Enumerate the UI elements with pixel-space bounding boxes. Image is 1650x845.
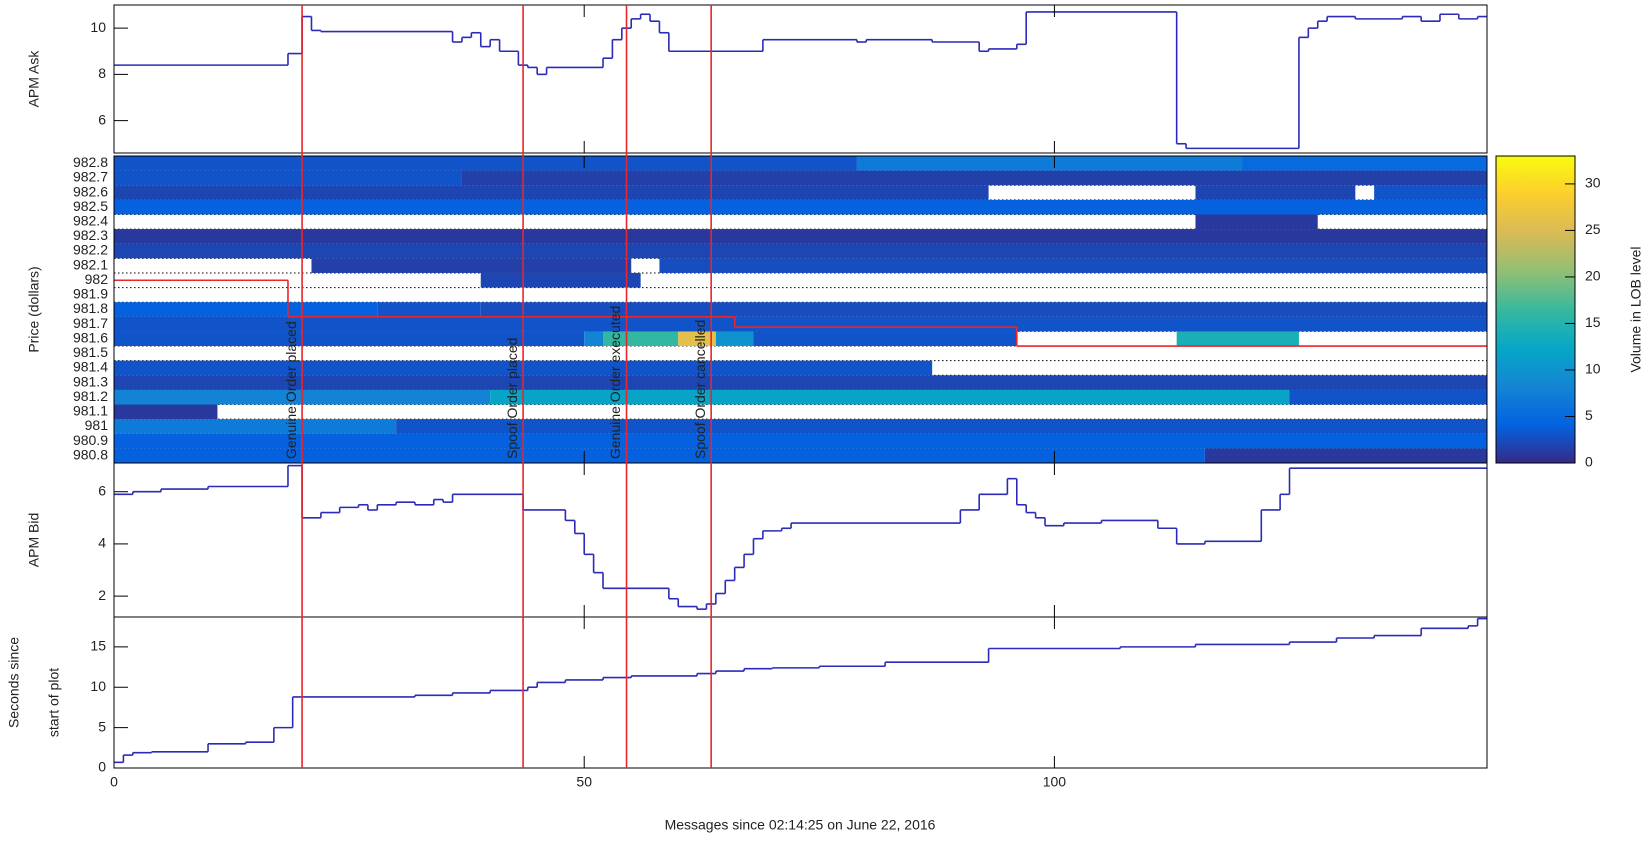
colorbar-tick-label: 15	[1585, 314, 1601, 330]
heat-cell	[659, 258, 1487, 273]
heat-cell	[715, 331, 754, 347]
heat-cell	[114, 170, 462, 186]
heat-cell	[753, 331, 1017, 347]
y-tick-label: 982.8	[73, 154, 108, 170]
y-tick-label: 981.4	[73, 359, 108, 375]
y-axis-title: APM Ask	[26, 50, 42, 108]
y-axis-title: APM Bid	[26, 513, 42, 567]
y-tick-label: 982.4	[73, 212, 108, 228]
y-tick-label: 981.6	[73, 329, 108, 345]
colorbar-tick-label: 10	[1585, 361, 1601, 377]
colorbar-tick-label: 0	[1585, 454, 1593, 470]
heat-cell	[1289, 389, 1487, 405]
colorbar-tick-label: 5	[1585, 407, 1593, 423]
heat-cell	[1242, 156, 1487, 171]
heat-cell	[114, 375, 1487, 390]
heat-cell	[856, 156, 1243, 171]
panel-frame	[113, 462, 1488, 618]
heat-cell	[114, 433, 1487, 449]
y-tick-label: 4	[98, 535, 106, 551]
heat-cell	[490, 389, 1290, 405]
event-label: Genuine Order placed	[283, 321, 299, 459]
colorbar	[1495, 155, 1576, 464]
heat-cell	[114, 302, 378, 317]
y-tick-label: 980.9	[73, 432, 108, 448]
y-tick-label: 981.8	[73, 300, 108, 316]
y-tick-label: 982.5	[73, 198, 108, 214]
event-label: Genuine Order executed	[607, 306, 623, 459]
heat-cell	[396, 419, 1487, 434]
y-tick-label: 5	[98, 718, 106, 734]
colorbar-tick-label: 20	[1585, 268, 1601, 284]
y-tick-label: 6	[98, 111, 106, 127]
x-tick-label: 0	[110, 774, 118, 790]
heat-cell	[1195, 185, 1356, 200]
y-axis-title: start of plot	[46, 668, 62, 737]
y-tick-label: 982.2	[73, 242, 108, 258]
y-tick-label: 981.5	[73, 344, 108, 360]
panel-frame	[113, 616, 1488, 769]
heat-cell	[1195, 214, 1318, 230]
heat-cell	[1176, 331, 1299, 347]
heat-cell	[603, 331, 679, 347]
y-tick-label: 981.2	[73, 388, 108, 404]
heat-cell	[114, 156, 857, 171]
panel-frame	[113, 4, 1488, 154]
heat-cell	[114, 243, 1487, 259]
heat-cell	[114, 404, 218, 420]
heat-cell	[480, 302, 1488, 317]
event-label: Spoof Order cancelled	[692, 320, 708, 459]
y-tick-label: 981.1	[73, 403, 108, 419]
y-tick-label: 981.7	[73, 315, 108, 331]
y-tick-label: 10	[90, 19, 106, 35]
x-tick-label: 50	[576, 774, 592, 790]
y-tick-label: 981	[85, 417, 109, 433]
y-tick-label: 982.1	[73, 256, 108, 272]
y-tick-label: 2	[98, 587, 106, 603]
heat-cell	[311, 258, 632, 273]
y-tick-label: 982	[85, 271, 109, 287]
y-tick-label: 982.6	[73, 183, 108, 199]
heat-cell	[114, 199, 1487, 215]
heat-cell	[114, 316, 1487, 332]
heat-cell	[1374, 185, 1487, 200]
y-tick-label: 982.7	[73, 169, 108, 185]
heat-cell	[480, 272, 641, 288]
heat-cell	[114, 448, 1205, 463]
y-tick-label: 981.3	[73, 373, 108, 389]
x-axis-title: Messages since 02:14:25 on June 22, 2016	[665, 817, 936, 833]
colorbar-tick-label: 30	[1585, 175, 1601, 191]
heat-cell	[114, 185, 989, 200]
heat-cell	[678, 331, 716, 347]
y-tick-label: 15	[90, 638, 106, 654]
heat-cell	[114, 229, 1487, 244]
y-tick-label: 0	[98, 759, 106, 775]
heat-cell	[114, 419, 397, 434]
colorbar-title: Volume in LOB level	[1628, 246, 1644, 372]
heat-cell	[584, 331, 604, 347]
heat-cell	[114, 331, 585, 347]
y-tick-label: 981.9	[73, 286, 108, 302]
y-axis-title: Price (dollars)	[26, 266, 42, 352]
heat-cell	[377, 302, 481, 317]
y-tick-label: 980.8	[73, 446, 108, 462]
heat-cell	[461, 170, 1488, 186]
heat-cell	[1204, 448, 1487, 463]
y-axis-title: Seconds since	[6, 637, 22, 728]
y-tick-label: 10	[90, 678, 106, 694]
y-tick-label: 8	[98, 65, 106, 81]
x-tick-label: 100	[1043, 774, 1067, 790]
event-label: Spoof Order placed	[504, 338, 520, 459]
colorbar-tick-label: 25	[1585, 221, 1601, 237]
y-tick-label: 982.3	[73, 227, 108, 243]
y-tick-label: 6	[98, 482, 106, 498]
